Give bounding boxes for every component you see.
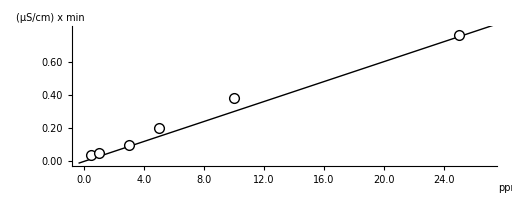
X-axis label: ppm: ppm [498,183,512,193]
Y-axis label: (μS/cm) x min: (μS/cm) x min [16,13,85,23]
